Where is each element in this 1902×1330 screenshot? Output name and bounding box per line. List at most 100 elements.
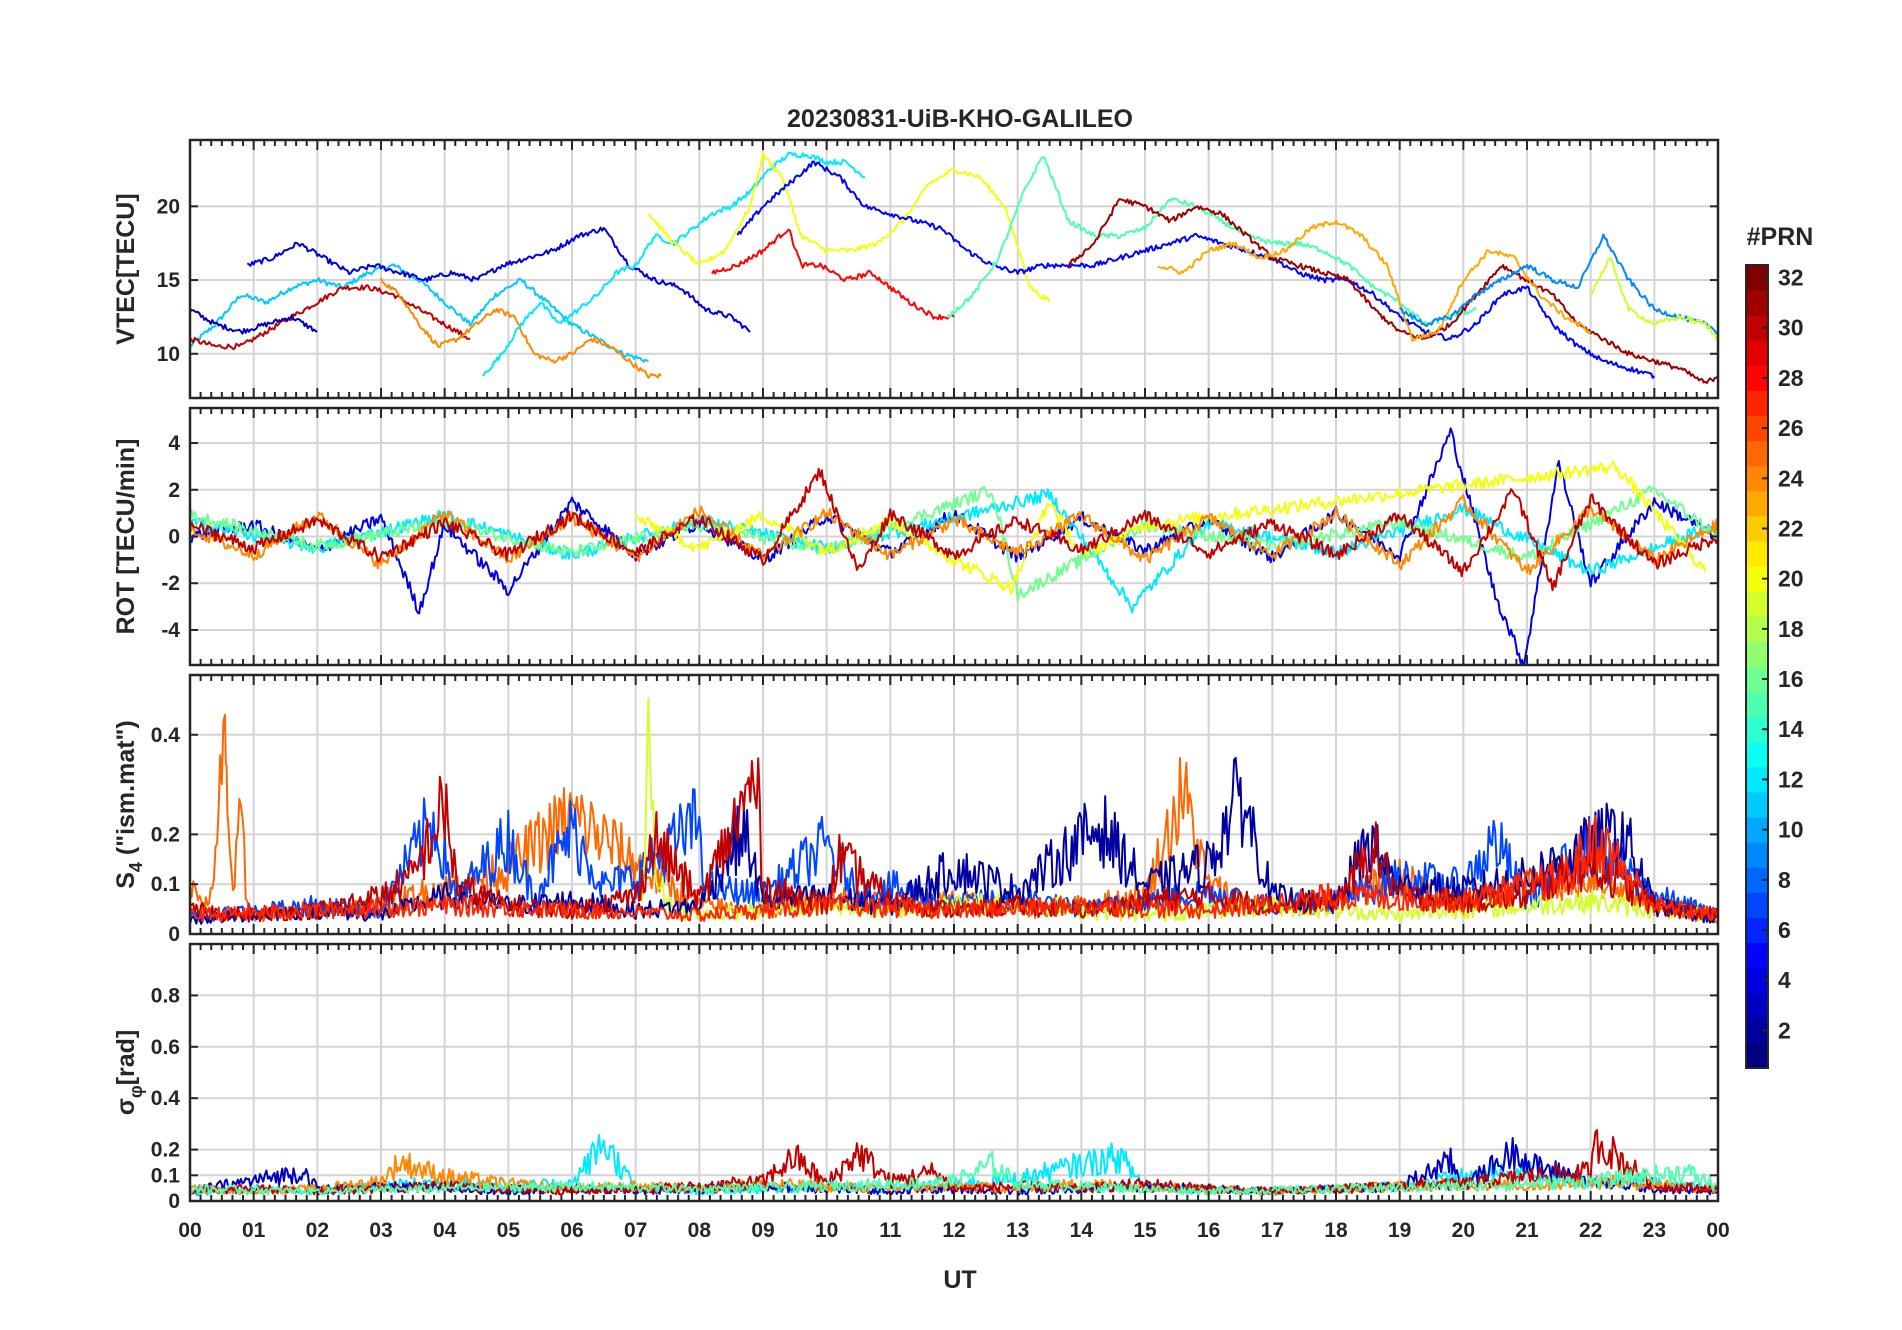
- colorbar-tick-label: 24: [1778, 465, 1804, 491]
- x-tick-label: 10: [815, 1219, 838, 1242]
- panel-vtec: 10 15 20 VTEC[TECU]: [112, 138, 1720, 400]
- panel-vtec-ytick-label: 10: [157, 343, 180, 366]
- colorbar-segment-prn-30: [1746, 315, 1768, 341]
- panel-vtec-series-prn-28: [711, 228, 955, 321]
- colorbar-segment-prn-6: [1746, 917, 1768, 944]
- panel-sigma-ylabel: σφ[rad]: [112, 1030, 146, 1116]
- panel-rot: -4 -2 0 2 4 ROT [TECU/min]: [112, 406, 1720, 667]
- colorbar-tick-label: 32: [1778, 265, 1804, 291]
- colorbar-segment-prn-23: [1746, 490, 1768, 517]
- panel-s4-ytick-label: 0.2: [151, 823, 180, 846]
- panel-vtec-ytick-label: 15: [157, 269, 181, 292]
- x-tick-label: 02: [306, 1219, 329, 1242]
- panel-rot-ytick-label: -2: [161, 572, 180, 595]
- colorbar-segment-prn-19: [1746, 591, 1768, 617]
- colorbar-segment-prn-14: [1746, 716, 1768, 743]
- panel-vtec-series-prn-30: [190, 284, 471, 350]
- x-tick-label: 20: [1452, 1219, 1475, 1242]
- panel-s4-series-group: [190, 696, 1718, 925]
- x-axis-label: UT: [943, 1266, 976, 1294]
- colorbar-segment-prn-32: [1746, 265, 1768, 291]
- colorbar-segment-prn-2: [1746, 1017, 1768, 1044]
- colorbar-tick-label: 14: [1778, 716, 1804, 742]
- panel-rot-series-prn-24: [190, 494, 1718, 576]
- x-tick-label: 16: [1197, 1219, 1220, 1242]
- colorbar-tick-label: 18: [1778, 616, 1804, 642]
- colorbar-segment-prn-18: [1746, 616, 1768, 642]
- panel-vtec-series-prn-19: [1590, 256, 1718, 341]
- panel-s4-series-prn-27: [190, 814, 1718, 923]
- panel-sigma-ytick-label: 0.1: [151, 1164, 181, 1187]
- x-tick-label: 09: [751, 1219, 774, 1242]
- panel-vtec-series-prn-15: [946, 155, 1477, 326]
- colorbar-tick-label: 6: [1778, 917, 1791, 943]
- colorbar-segment-prn-11: [1746, 791, 1768, 818]
- colorbar-segment-prn-10: [1746, 817, 1768, 843]
- colorbar-segment-prn-29: [1746, 340, 1768, 366]
- colorbar-tick-label: 8: [1778, 867, 1791, 893]
- x-tick-label: 06: [560, 1219, 583, 1242]
- colorbar-segment-prn-7: [1746, 892, 1768, 918]
- colorbar-segment-prn-20: [1746, 566, 1768, 592]
- colorbar-tick-label: 4: [1778, 967, 1791, 993]
- colorbar-segment-prn-24: [1746, 465, 1768, 492]
- panel-s4-series-prn-2: [190, 756, 1718, 925]
- x-tick-label: 05: [497, 1219, 521, 1242]
- panel-rot-frame: [188, 406, 1720, 667]
- panel-rot-ytick-label: -4: [161, 619, 180, 642]
- panel-vtec-series-prn-11: [190, 263, 649, 363]
- panel-rot-ytick-label: 2: [168, 479, 180, 502]
- colorbar-tick-label: 22: [1778, 515, 1804, 541]
- panel-sigma-frame: [188, 942, 1720, 1203]
- panel-vtec-ytick-label: 20: [157, 195, 180, 218]
- colorbar-segment-prn-4: [1746, 967, 1768, 994]
- colorbar-segment-prn-12: [1746, 766, 1768, 793]
- x-tick-label: 22: [1579, 1219, 1602, 1242]
- colorbar-segment-prn-15: [1746, 691, 1768, 718]
- colorbar-segment-prn-27: [1746, 390, 1768, 417]
- colorbar-segment-prn-25: [1746, 440, 1768, 467]
- colorbar-segment-prn-17: [1746, 641, 1768, 667]
- colorbar-segment-prn-3: [1746, 992, 1768, 1019]
- colorbar-tick-label: 30: [1778, 315, 1804, 341]
- panel-s4-frame: [188, 673, 1720, 936]
- colorbar-tick-label: 10: [1778, 817, 1804, 843]
- panel-vtec-series-prn-9: [1399, 233, 1718, 335]
- panel-vtec-series-prn-24: [380, 277, 662, 379]
- colorbar-tick-label: 16: [1778, 666, 1804, 692]
- panel-vtec-frame: [188, 138, 1720, 400]
- panel-sigma-ytick-label: 0.4: [151, 1087, 181, 1110]
- colorbar-segment-prn-31: [1746, 290, 1768, 316]
- panel-vtec-series-prn-4: [246, 226, 751, 333]
- x-tick-label: 17: [1261, 1219, 1284, 1242]
- x-tick-label: 11: [879, 1219, 902, 1242]
- x-tick-label: 00: [178, 1219, 201, 1242]
- x-tick-label: 04: [433, 1219, 457, 1242]
- panel-s4-ytick-label: 0.1: [151, 873, 181, 896]
- panel-vtec-ylabel: VTEC[TECU]: [112, 193, 140, 344]
- panel-vtec-series-prn-3: [190, 307, 318, 335]
- x-tick-label: 15: [1133, 1219, 1157, 1242]
- x-tick-label: 13: [1006, 1219, 1029, 1242]
- panel-sigma-ytick-label: 0.2: [151, 1139, 180, 1162]
- colorbar-segment-prn-5: [1746, 942, 1768, 969]
- panel-sigma: 0 0.10.2 0.4 0.6 0.8σφ[rad]: [112, 942, 1720, 1213]
- panel-sigma-ytick-label: 0: [168, 1190, 180, 1213]
- colorbar-segment-prn-26: [1746, 415, 1768, 442]
- colorbar-title: #PRN: [1747, 223, 1814, 251]
- panel-rot-series-prn-30: [190, 467, 1718, 592]
- colorbar-segment-prn-28: [1746, 365, 1768, 391]
- x-tick-label: 21: [1515, 1219, 1539, 1242]
- colorbar-segment-prn-21: [1746, 541, 1768, 567]
- panel-vtec-series-prn-5: [736, 160, 1656, 379]
- x-tick-label: 14: [1070, 1219, 1094, 1242]
- x-tick-label: 01: [242, 1219, 266, 1242]
- colorbar-tick-label: 28: [1778, 365, 1804, 391]
- panel-vtec-series-prn-20: [647, 151, 1051, 303]
- panel-s4-ylabel: S4 ("ism.mat"): [112, 720, 146, 889]
- panel-rot-series-prn-20: [635, 460, 1707, 595]
- panel-sigma-ytick-label: 0.8: [151, 984, 181, 1007]
- colorbar-tick-label: 2: [1778, 1017, 1791, 1043]
- x-tick-label: 19: [1388, 1219, 1411, 1242]
